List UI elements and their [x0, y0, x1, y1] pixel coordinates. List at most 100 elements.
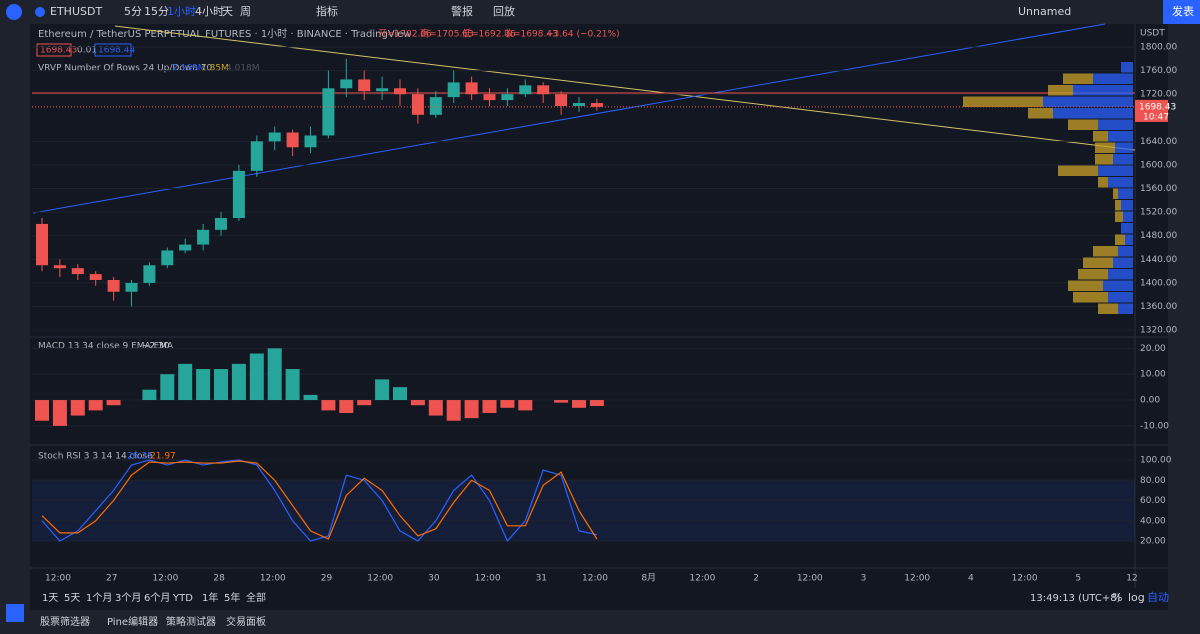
macd-bar	[446, 400, 461, 421]
macd-bar	[160, 374, 175, 401]
candle-body	[143, 265, 156, 283]
interval[interactable]: 5分	[124, 5, 142, 18]
candle-body	[411, 94, 424, 115]
macd-bar	[482, 400, 497, 413]
auto-toggle[interactable]: 自动	[1147, 591, 1169, 604]
y-tick-label: 1600.00	[1140, 160, 1177, 170]
logo[interactable]	[6, 4, 22, 20]
macd-bar	[214, 369, 228, 401]
percent-toggle[interactable]: %	[1112, 591, 1122, 604]
vrvp-total: 4.018M	[226, 64, 260, 74]
clock: 13:49:13 (UTC+8)	[1030, 593, 1121, 604]
range-button[interactable]: 3个月	[115, 592, 141, 604]
vp-up	[1123, 211, 1133, 222]
last-price: 1698.43	[1139, 102, 1176, 112]
symbol[interactable]: ETHUSDT	[50, 5, 102, 18]
currency: USDT	[1140, 29, 1165, 39]
vp-down	[1093, 246, 1118, 257]
candle-body	[555, 94, 568, 106]
layout-name[interactable]: Unnamed	[1018, 5, 1071, 18]
stoch-band	[32, 480, 1135, 541]
vp-up	[1113, 257, 1133, 268]
x-tick-label: 12:00	[582, 574, 608, 584]
range-button[interactable]: 5天	[64, 593, 80, 604]
y-tick-label: 1560.00	[1140, 184, 1177, 194]
vp-down	[1073, 292, 1108, 303]
x-tick-label: 31	[536, 574, 547, 584]
footer-tab[interactable]: 策略测试器	[166, 615, 216, 628]
interval[interactable]: 天	[222, 5, 233, 18]
y-tick-label: 20.00	[1140, 537, 1166, 547]
vp-up	[1113, 154, 1133, 165]
y-tick-label: 1640.00	[1140, 137, 1177, 147]
footer-tab[interactable]: 股票筛选器	[40, 615, 90, 628]
x-tick-label: 12:00	[367, 574, 393, 584]
range-button[interactable]: 1年	[202, 591, 218, 604]
candle-body	[358, 79, 371, 92]
interval[interactable]: 周	[240, 5, 251, 18]
vp-down	[1068, 119, 1098, 130]
y-tick-label: 1720.00	[1140, 90, 1177, 100]
publish-button-bg[interactable]	[1163, 0, 1200, 24]
replay-button[interactable]: 回放	[493, 4, 515, 18]
candle-body	[304, 135, 317, 148]
publish-button[interactable]: 发表	[1172, 4, 1194, 18]
macd-bar	[285, 369, 300, 401]
candle-body	[268, 132, 281, 142]
range-button[interactable]: YTD	[172, 593, 193, 604]
vp-up	[1115, 142, 1133, 153]
candle-body	[215, 218, 227, 230]
trendline[interactable]	[32, 23, 1106, 214]
range-button[interactable]: 5年	[224, 591, 240, 604]
x-tick-label: 12:00	[689, 574, 715, 584]
range-button[interactable]: 1天	[42, 593, 58, 604]
interval[interactable]: 1小时	[167, 5, 196, 18]
macd-bar	[393, 387, 407, 401]
vp-up	[1121, 62, 1133, 73]
x-tick-label: 30	[428, 574, 440, 584]
candle-body	[286, 132, 299, 148]
y-tick-label: 20.00	[1140, 344, 1166, 354]
interval[interactable]: 4小时	[195, 5, 224, 18]
candle-body	[36, 223, 48, 266]
candle-body	[590, 103, 603, 107]
y-tick-label: 40.00	[1140, 516, 1166, 526]
y-tick-label: 100.00	[1140, 456, 1172, 466]
candle-body	[232, 170, 245, 219]
vp-up	[1108, 269, 1133, 280]
legend-d: 21.97	[150, 452, 176, 462]
x-tick-label: 8月	[641, 573, 656, 584]
macd-bar	[303, 394, 318, 401]
macd-bar	[572, 400, 586, 408]
macd-bar	[267, 348, 282, 401]
footer-tab[interactable]: 交易面板	[226, 615, 266, 628]
y-tick-label: 1760.00	[1140, 66, 1177, 76]
footer-tab[interactable]: Pine编辑器	[107, 615, 158, 628]
bid: 1698.43	[40, 46, 77, 56]
x-tick-label: 2	[753, 574, 759, 584]
range-button[interactable]: 全部	[246, 591, 266, 604]
indicators-button[interactable]: 指标	[316, 4, 338, 18]
vp-down	[1095, 142, 1115, 153]
candle-body	[573, 103, 585, 106]
ohlc: 开=1702.06	[378, 29, 432, 40]
vp-up	[1053, 108, 1133, 119]
macd-bar	[357, 400, 372, 406]
macd-bar	[142, 389, 157, 401]
interval[interactable]: 15分	[144, 5, 169, 18]
macd-bar	[88, 400, 103, 411]
vp-down	[1058, 165, 1098, 176]
alert-badge[interactable]	[6, 604, 24, 622]
macd-bar	[339, 400, 354, 413]
range-button[interactable]: 1个月	[86, 592, 112, 604]
vp-down	[1078, 269, 1108, 280]
macd-bar	[464, 400, 479, 419]
y-tick-label: 1480.00	[1140, 231, 1177, 241]
log-toggle[interactable]: log	[1128, 591, 1145, 604]
alert-button[interactable]: 警报	[451, 4, 473, 18]
candle-body	[519, 85, 532, 95]
candle-body	[161, 250, 174, 266]
range-button[interactable]: 6个月	[144, 592, 170, 604]
macd-bar	[70, 400, 85, 416]
macd-bar	[518, 400, 533, 411]
